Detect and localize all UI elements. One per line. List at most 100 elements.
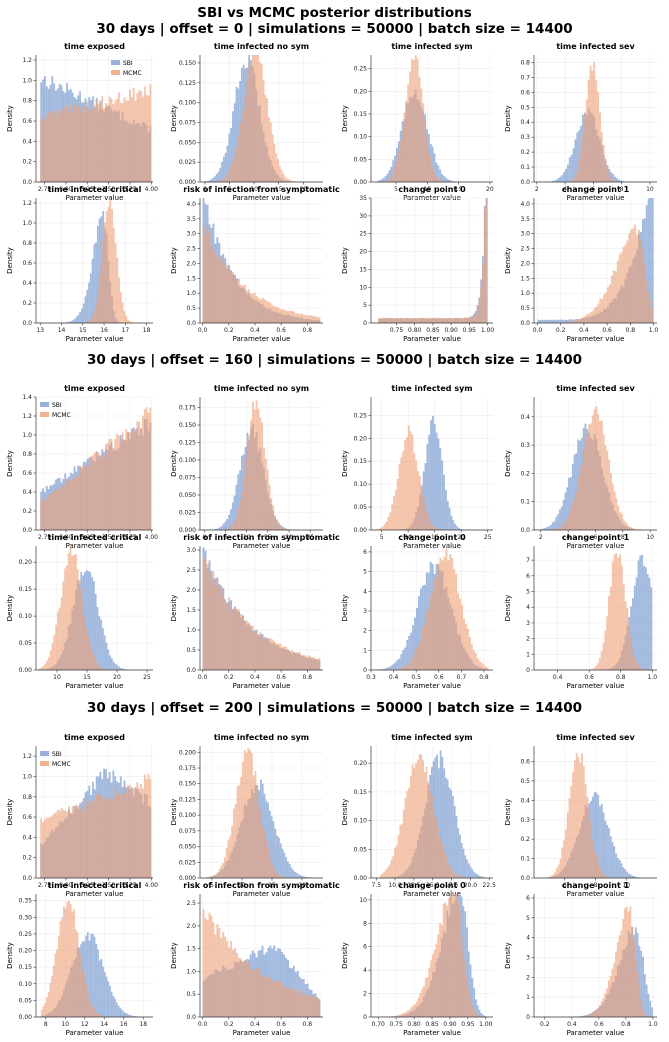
bar — [238, 784, 241, 878]
bar — [308, 315, 311, 323]
bar — [482, 264, 484, 323]
bar — [294, 313, 297, 323]
bar — [418, 754, 421, 878]
bar — [614, 181, 616, 182]
bar — [88, 321, 90, 323]
bar — [649, 300, 652, 323]
bar — [612, 270, 615, 323]
y-axis-label: Density — [170, 942, 178, 969]
bar — [580, 149, 583, 182]
bar — [628, 233, 631, 323]
bar — [604, 820, 607, 878]
bar — [224, 152, 227, 182]
x-tick-label: 2 — [539, 534, 543, 541]
bar — [402, 667, 405, 670]
bar — [241, 492, 243, 530]
bar — [214, 586, 217, 670]
y-tick-label: 0.025 — [179, 159, 196, 166]
x-tick-label: 0.0 — [198, 1021, 208, 1028]
bar — [300, 993, 303, 1017]
panel-0-0: 2.75 3.00 3.25 3.50 3.75 4.000.00.20.40.60.81… — [6, 42, 158, 202]
bar — [84, 464, 87, 530]
bar — [69, 813, 72, 878]
bar — [426, 134, 428, 182]
bar — [410, 1007, 413, 1017]
bar — [279, 981, 282, 1017]
bar — [469, 866, 472, 878]
bar — [432, 954, 434, 1017]
bar — [434, 318, 437, 323]
bar — [424, 121, 427, 182]
bar — [582, 1016, 585, 1017]
bar — [398, 668, 401, 670]
y-tick-label: 0.0 — [520, 527, 530, 534]
x-tick-label: 20 — [299, 186, 307, 193]
bar — [599, 868, 601, 878]
bar — [210, 580, 213, 670]
bars-mcmc — [376, 425, 464, 530]
bar — [220, 261, 223, 323]
bar — [299, 875, 302, 878]
y-tick-label: 0.5 — [520, 305, 530, 312]
x-tick-label: 0.90 — [444, 327, 458, 334]
bar — [389, 317, 392, 323]
y-tick-label: 4 — [363, 588, 367, 595]
bar — [589, 1013, 592, 1017]
bar — [397, 835, 400, 878]
bar — [651, 1007, 653, 1017]
bar — [105, 798, 107, 878]
bar — [96, 663, 99, 670]
bar — [54, 953, 57, 1017]
y-tick-label: 1.0 — [186, 968, 196, 975]
bar — [140, 428, 143, 530]
bar — [441, 756, 444, 878]
bar — [100, 619, 102, 670]
bar — [384, 181, 387, 182]
bar — [219, 167, 222, 182]
bar — [120, 292, 122, 323]
bar — [273, 306, 276, 323]
bar — [460, 937, 463, 1017]
bar — [83, 974, 86, 1017]
bar — [298, 990, 301, 1017]
y-tick-label: 0.2 — [520, 836, 530, 843]
bar — [392, 173, 395, 182]
bar — [438, 828, 440, 878]
bar — [90, 1002, 93, 1017]
bar — [97, 452, 100, 530]
panel-title: time infected no sym — [214, 733, 309, 742]
bar — [440, 317, 443, 323]
bar — [231, 162, 234, 182]
bar — [100, 667, 102, 670]
y-tick-label: 0.15 — [19, 586, 33, 593]
bar — [316, 998, 319, 1017]
bar — [71, 555, 74, 670]
bar — [643, 974, 646, 1017]
bar — [606, 616, 609, 670]
bar — [99, 458, 102, 530]
bar — [267, 641, 270, 670]
panel-title: time infected sym — [391, 733, 472, 742]
bar — [617, 179, 620, 182]
bar — [390, 176, 393, 182]
bar — [386, 173, 389, 182]
x-tick-label: 10 — [250, 186, 258, 193]
bar — [435, 577, 438, 670]
bar — [241, 615, 244, 670]
bar — [408, 635, 411, 670]
bar — [251, 969, 254, 1017]
bar — [123, 785, 126, 878]
bar — [58, 489, 61, 530]
y-axis-label: Density — [504, 799, 512, 826]
x-tick-label: 0.0 — [198, 674, 208, 681]
bar — [281, 309, 284, 323]
bar — [400, 457, 403, 530]
bar — [210, 179, 213, 182]
bar — [217, 171, 220, 182]
bar — [121, 302, 124, 323]
bar — [86, 801, 89, 878]
bar — [273, 981, 276, 1017]
